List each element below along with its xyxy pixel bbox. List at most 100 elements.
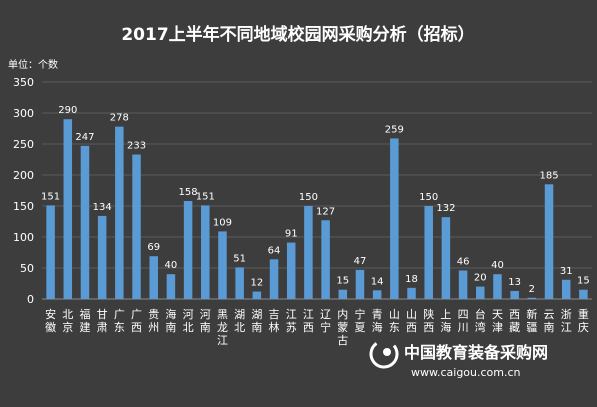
- bar: [355, 269, 365, 299]
- watermark-name: 中国教育装备采购网: [404, 343, 548, 362]
- data-label: 12: [250, 278, 263, 289]
- x-tick-label: 京: [62, 320, 73, 334]
- y-tick-label: 50: [20, 262, 34, 275]
- data-label: 278: [110, 113, 129, 124]
- x-tick-label: 江: [303, 308, 314, 321]
- x-tick-label: 台: [475, 307, 486, 321]
- data-label: 150: [299, 192, 318, 203]
- bar: [544, 184, 554, 299]
- x-tick-label: 新: [526, 307, 537, 321]
- data-label: 51: [233, 253, 246, 264]
- y-tick-label: 100: [13, 231, 34, 244]
- bar: [441, 217, 451, 299]
- bar: [80, 145, 90, 299]
- y-tick-label: 300: [13, 107, 34, 120]
- x-tick-label: 江: [217, 334, 228, 347]
- x-tick-label: 藏: [509, 321, 520, 334]
- unit-label: 单位：个数: [8, 58, 58, 71]
- bar: [510, 290, 519, 299]
- x-tick-label: 西: [406, 321, 417, 334]
- x-tick-label: 辽: [320, 308, 331, 321]
- data-label: 150: [419, 192, 438, 203]
- bar: [269, 259, 279, 299]
- x-tick-label: 肃: [97, 321, 108, 334]
- x-tick-label: 天: [492, 308, 503, 321]
- data-label: 151: [196, 191, 215, 202]
- data-label: 40: [491, 260, 504, 271]
- x-tick-label: 四: [458, 308, 469, 321]
- x-tick-label: 福: [79, 307, 90, 321]
- bar: [321, 220, 330, 299]
- bar: [424, 206, 433, 299]
- data-label: 18: [405, 274, 418, 285]
- data-label: 40: [165, 260, 178, 271]
- bar: [149, 256, 158, 299]
- data-label: 185: [539, 170, 558, 181]
- data-label: 46: [457, 256, 470, 267]
- x-tick-label: 南: [251, 321, 262, 334]
- x-tick-label: 南: [544, 321, 555, 334]
- y-tick-label: 200: [13, 169, 34, 182]
- data-label: 259: [385, 124, 404, 135]
- bar: [183, 201, 193, 299]
- x-tick-label: 庆: [578, 320, 589, 334]
- data-label: 69: [147, 242, 160, 253]
- data-label: 15: [336, 276, 349, 287]
- x-tick-label: 东: [114, 321, 125, 334]
- data-label: 109: [213, 217, 232, 228]
- x-tick-label: 河: [183, 308, 194, 321]
- data-label: 31: [560, 266, 573, 277]
- data-label: 233: [127, 141, 146, 152]
- data-label: 2: [529, 284, 535, 295]
- bar: [252, 291, 262, 299]
- x-tick-label: 夏: [354, 321, 365, 334]
- data-label: 127: [316, 206, 335, 217]
- x-tick-label: 广: [114, 308, 125, 321]
- x-tick-label: 河: [200, 308, 211, 321]
- x-tick-label: 云: [544, 308, 555, 321]
- data-label: 14: [371, 276, 384, 287]
- x-tick-label: 西: [423, 321, 434, 334]
- data-label: 13: [508, 277, 521, 288]
- bar: [132, 154, 141, 299]
- logo-dot-icon: [383, 348, 391, 356]
- x-tick-label: 西: [303, 321, 314, 334]
- bar: [166, 274, 176, 299]
- data-label: 151: [41, 191, 60, 202]
- data-label: 91: [285, 229, 298, 240]
- bar: [390, 138, 399, 299]
- chart-title: 2017上半年不同地域校园网采购分析（招标）: [121, 24, 474, 45]
- x-tick-label: 贵: [148, 308, 159, 321]
- x-tick-label: 龙: [217, 321, 228, 334]
- bar: [579, 289, 588, 299]
- x-tick-label: 北: [234, 321, 245, 334]
- y-tick-label: 250: [13, 138, 34, 151]
- x-tick-label: 山: [389, 308, 400, 321]
- bar: [476, 286, 485, 299]
- x-tick-label: 山: [406, 308, 417, 321]
- x-tick-label: 宁: [320, 320, 331, 334]
- bar: [115, 126, 124, 299]
- data-label: 64: [268, 245, 281, 256]
- x-tick-label: 海: [440, 320, 451, 334]
- x-tick-label: 江: [286, 308, 297, 321]
- x-tick-label: 西: [131, 321, 142, 334]
- data-label: 20: [474, 273, 487, 284]
- bar: [97, 215, 107, 299]
- x-tick-label: 林: [269, 320, 280, 334]
- x-tick-label: 东: [389, 321, 400, 334]
- y-tick-label: 350: [13, 76, 34, 89]
- x-tick-label: 疆: [526, 321, 537, 334]
- x-tick-label: 川: [458, 321, 469, 334]
- bar: [458, 270, 468, 299]
- x-tick-label: 广: [131, 308, 142, 321]
- x-tick-label: 浙: [561, 308, 572, 321]
- x-tick-label: 湖: [251, 308, 262, 321]
- data-label: 132: [436, 203, 455, 214]
- x-tick-label: 北: [183, 321, 194, 334]
- y-tick-label: 150: [13, 200, 34, 213]
- y-tick-label: 0: [27, 293, 34, 306]
- x-tick-label: 津: [492, 321, 503, 334]
- x-tick-label: 建: [79, 320, 90, 334]
